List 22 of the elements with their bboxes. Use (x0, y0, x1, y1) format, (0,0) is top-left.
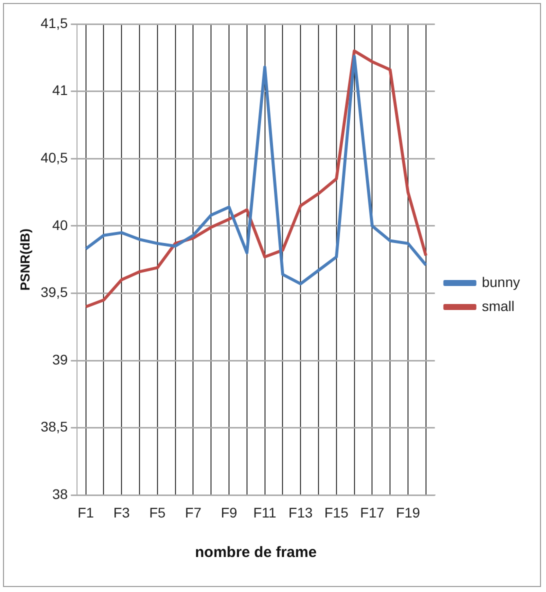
x-tick-label: F5 (149, 504, 166, 520)
y-tick-label: 38 (52, 486, 68, 502)
y-tick-label: 41 (52, 82, 68, 98)
x-tick-label: F9 (220, 504, 238, 520)
y-tick-label: 41,5 (40, 14, 68, 31)
x-tick-label: F17 (360, 504, 384, 520)
x-tick-label: F1 (78, 504, 94, 520)
x-tick-label: F19 (396, 504, 420, 520)
y-tick-label: 39 (52, 351, 68, 368)
x-tick-label: F15 (324, 504, 349, 520)
x-tick-label: F3 (113, 504, 130, 520)
legend-label: small (482, 298, 515, 314)
y-tick-label: 40 (52, 216, 68, 233)
y-tick-label: 39,5 (40, 284, 68, 300)
x-tick-label: F7 (185, 504, 202, 520)
x-tick-label: F11 (253, 504, 277, 520)
legend-label: bunny (482, 274, 520, 290)
x-axis-title: nombre de frame (195, 544, 317, 562)
y-tick-label: 38,5 (40, 418, 68, 435)
y-tick-label: 40,5 (40, 149, 68, 166)
y-axis-title: PSNR(dB) (17, 228, 32, 291)
x-tick-label: F13 (288, 504, 313, 520)
